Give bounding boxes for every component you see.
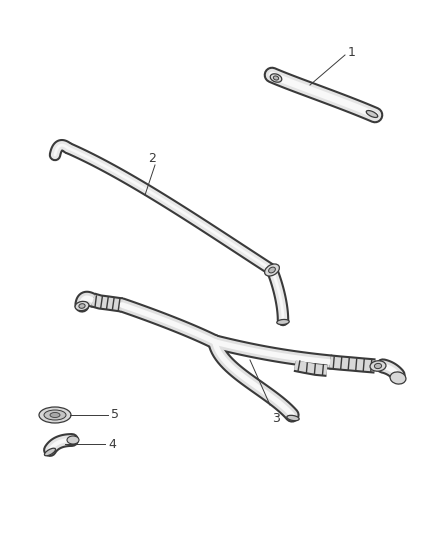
- Ellipse shape: [67, 436, 79, 444]
- Ellipse shape: [44, 410, 66, 420]
- Text: 4: 4: [108, 438, 116, 450]
- Ellipse shape: [366, 110, 378, 117]
- Text: 5: 5: [111, 408, 119, 422]
- Ellipse shape: [75, 301, 89, 311]
- Text: 2: 2: [148, 151, 156, 165]
- Ellipse shape: [277, 319, 289, 325]
- Ellipse shape: [273, 76, 279, 80]
- Ellipse shape: [50, 413, 60, 417]
- Ellipse shape: [287, 415, 299, 421]
- Ellipse shape: [44, 448, 56, 456]
- Ellipse shape: [390, 372, 406, 384]
- Ellipse shape: [265, 264, 279, 276]
- Ellipse shape: [39, 407, 71, 423]
- Ellipse shape: [79, 304, 85, 308]
- Text: 3: 3: [272, 412, 280, 425]
- Ellipse shape: [370, 361, 386, 371]
- Ellipse shape: [268, 267, 276, 273]
- Ellipse shape: [270, 74, 282, 82]
- Text: 1: 1: [348, 46, 356, 60]
- Ellipse shape: [374, 364, 381, 369]
